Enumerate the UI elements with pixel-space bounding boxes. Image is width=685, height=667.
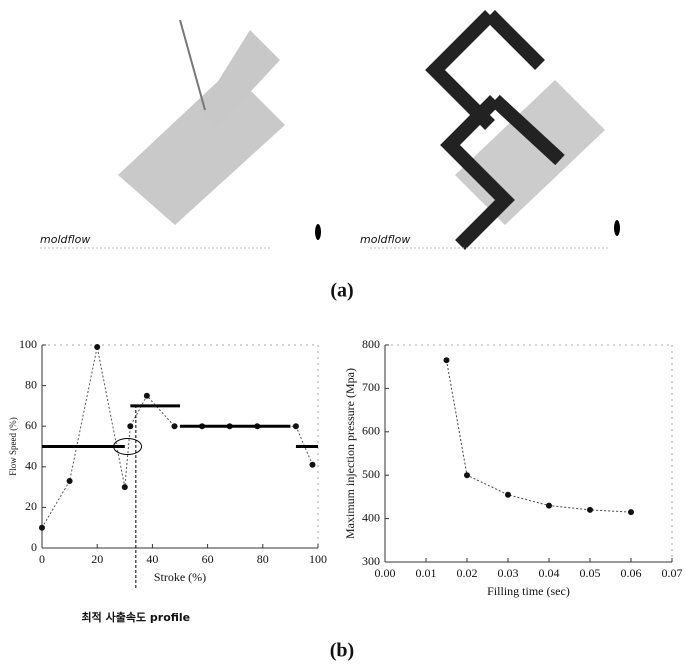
y-tick-label: 600: [362, 424, 380, 438]
axis-icon: [614, 220, 620, 236]
data-point: [67, 478, 73, 484]
moldflow-screenshot-right: moldflow: [360, 15, 620, 248]
figure: moldflow moldflow (a) (b) 0 20 40 60 80 100 0 2…: [0, 0, 685, 667]
x-tick-label: 0.07: [662, 566, 683, 580]
annotation: 최적 사출속도 profile: [82, 610, 191, 624]
y-tick-label: 800: [362, 337, 380, 351]
data-point: [39, 525, 45, 531]
y-axis-label: Flow Speed (%): [8, 417, 18, 476]
y-tick-label: 80: [25, 377, 37, 391]
axis-icon: [315, 224, 321, 240]
x-tick-label: 0.00: [375, 566, 396, 580]
data-point: [587, 507, 593, 513]
x-tick-label: 40: [146, 552, 158, 566]
y-tick-label: 40: [25, 459, 37, 473]
data-point: [127, 423, 133, 429]
data-point: [546, 503, 552, 509]
y-tick-label: 400: [362, 510, 380, 524]
x-tick-label: 60: [202, 552, 214, 566]
data-point: [309, 462, 315, 468]
x-tick-label: 100: [309, 552, 327, 566]
moldflow-screenshot-left: moldflow: [40, 20, 321, 248]
part-shape: [455, 80, 605, 225]
x-tick-label: 0.04: [539, 566, 560, 580]
y-tick-label: 500: [362, 467, 380, 481]
data-point: [122, 484, 128, 490]
x-tick-label: 0.01: [416, 566, 437, 580]
logo: moldflow: [40, 233, 90, 246]
page: moldflow moldflow (a) (b) 0 20 40 60 80 100 0 2…: [0, 0, 685, 667]
caption-a: (a): [330, 280, 353, 302]
x-tick-label: 0.05: [580, 566, 601, 580]
data-point: [505, 492, 511, 498]
x-tick-label: 20: [91, 552, 103, 566]
series-line: [447, 360, 632, 512]
data-point: [144, 393, 150, 399]
y-tick-label: 20: [25, 499, 37, 513]
logo: moldflow: [360, 233, 410, 246]
data-point: [464, 472, 470, 478]
x-tick-label: 0.03: [498, 566, 519, 580]
runner: [180, 20, 205, 110]
data-point: [171, 423, 177, 429]
y-tick-label: 60: [25, 418, 37, 432]
y-tick-label: 300: [362, 554, 380, 568]
y-tick-label: 100: [19, 337, 37, 351]
y-tick-label: 0: [31, 540, 37, 554]
x-tick-label: 0: [39, 552, 45, 566]
x-axis-label: Filling time (sec): [487, 584, 570, 598]
data-point: [94, 344, 100, 350]
data-point: [628, 509, 634, 515]
y-tick-label: 700: [362, 380, 380, 394]
series-line: [42, 347, 312, 528]
caption-b: (b): [330, 640, 354, 662]
data-point: [444, 357, 450, 363]
x-tick-label: 80: [257, 552, 269, 566]
part-shape: [118, 70, 285, 225]
x-axis-label: Stroke (%): [154, 570, 206, 584]
y-axis-label: Maximum injection pressure (Mpa): [343, 368, 357, 539]
data-point: [293, 423, 299, 429]
x-tick-label: 0.02: [457, 566, 478, 580]
x-tick-label: 0.06: [621, 566, 642, 580]
